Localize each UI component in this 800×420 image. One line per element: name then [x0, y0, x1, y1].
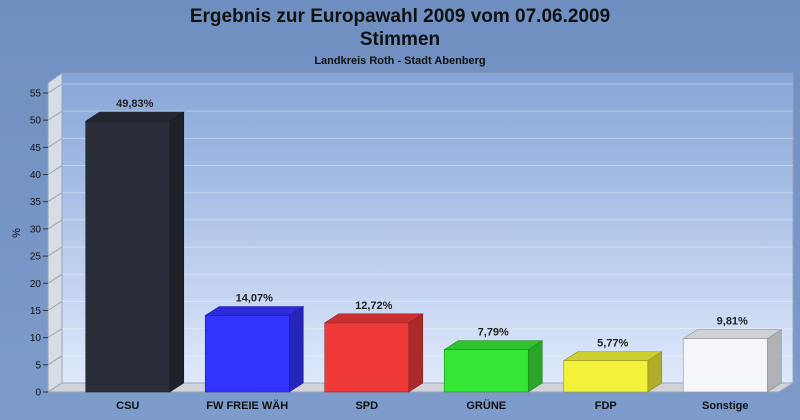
- bar: [682, 329, 783, 393]
- data-label: 7,79%: [478, 327, 509, 339]
- y-tick-label: 5: [35, 360, 41, 371]
- bar-front: [324, 322, 410, 393]
- category-labels: CSU FW FREIE WÄH SPD GRÜNE FDP Sonstige: [116, 399, 748, 412]
- gridline-side: [47, 301, 63, 311]
- category-label: FDP: [595, 400, 617, 412]
- bar-top: [84, 111, 185, 122]
- category-label: Sonstige: [702, 400, 748, 412]
- gridline-side: [47, 273, 63, 284]
- y-axis: 0 5 10 15 20 25 30 35 40 45 50 55: [30, 89, 48, 399]
- y-tick-label: 20: [30, 279, 42, 290]
- bar: [84, 111, 185, 393]
- category-label: CSU: [116, 400, 139, 412]
- category-label: GRÜNE: [466, 399, 506, 412]
- bar-side: [169, 111, 185, 393]
- y-tick-label: 40: [30, 170, 42, 181]
- data-label: 14,07%: [236, 293, 274, 305]
- bars: [84, 111, 783, 393]
- y-tick-label: 50: [30, 116, 42, 127]
- bar: [204, 305, 305, 393]
- bar-front: [85, 120, 171, 393]
- bar-front: [204, 315, 290, 393]
- data-label: 12,72%: [355, 300, 393, 312]
- gridline-side: [47, 192, 63, 203]
- data-label: 9,81%: [717, 316, 748, 328]
- gridline-side: [47, 246, 63, 257]
- bar: [562, 351, 663, 393]
- gridline-side: [47, 83, 63, 94]
- y-tick-label: 10: [30, 333, 42, 344]
- data-labels: 49,83% 14,07% 12,72% 7,79% 5,77% 9,81%: [116, 98, 748, 350]
- gridline-side: [47, 110, 63, 121]
- chart-subtitle: Stimmen: [360, 29, 440, 50]
- category-label: SPD: [355, 400, 378, 412]
- gridline-side: [47, 328, 63, 339]
- bar-side: [766, 329, 782, 393]
- data-label: 5,77%: [597, 338, 628, 350]
- gridline-side: [47, 165, 63, 175]
- y-tick-label: 35: [30, 197, 42, 208]
- category-label: FW FREIE WÄH: [206, 399, 288, 412]
- bar-top: [562, 351, 663, 361]
- bar-top: [323, 313, 424, 324]
- bar-side: [408, 313, 424, 393]
- bar-front: [443, 349, 529, 393]
- y-tick-label: 15: [30, 306, 42, 317]
- bar-top: [443, 340, 544, 350]
- bar-top: [682, 329, 783, 339]
- gridline-side: [47, 219, 63, 230]
- y-axis-label: %: [11, 228, 23, 238]
- side-wall: [47, 72, 63, 393]
- bar: [443, 340, 544, 393]
- bar: [323, 313, 424, 393]
- chart-region: Landkreis Roth - Stadt Abenberg: [314, 55, 485, 67]
- y-tick-label: 45: [30, 143, 42, 154]
- bar-top: [204, 306, 305, 316]
- bar-front: [563, 360, 649, 393]
- gridline-side: [47, 137, 63, 148]
- y-tick-label: 0: [35, 388, 41, 399]
- bar-side: [288, 305, 304, 393]
- y-tick-label: 25: [30, 252, 42, 263]
- data-label: 49,83%: [116, 98, 154, 110]
- gridline-side: [47, 355, 63, 366]
- chart-title: Ergebnis zur Europawahl 2009 vom 07.06.2…: [190, 6, 610, 27]
- bar-front: [682, 338, 768, 393]
- y-tick-label: 55: [30, 89, 42, 100]
- y-tick-label: 30: [30, 224, 42, 235]
